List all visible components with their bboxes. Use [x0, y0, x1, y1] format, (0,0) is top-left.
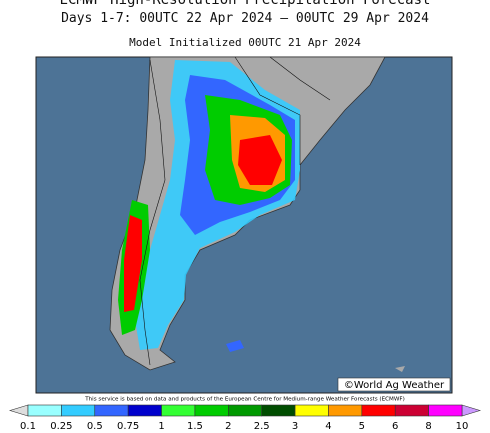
legend-swatch [428, 404, 463, 417]
legend-swatch [127, 404, 162, 417]
color-legend: 0.1 0.25 0.5 0.75 1 1.5 2 2.5 3 4 5 6 8 10 [8, 404, 482, 432]
legend-swatch [61, 404, 96, 417]
legend-label: 8 [425, 421, 431, 432]
disclaimer: This service is based on data and produc… [84, 397, 405, 403]
legend-swatch [328, 404, 363, 417]
island [395, 366, 405, 372]
legend-swatch [261, 404, 296, 417]
legend-swatch [394, 404, 429, 417]
legend-label: 0.25 [50, 421, 72, 432]
legend-swatch [294, 404, 329, 417]
credit: ©World Ag Weather [344, 380, 445, 391]
falklands [226, 340, 244, 352]
legend-label: 10 [456, 421, 469, 432]
credit-box [337, 377, 451, 392]
border-line [269, 56, 331, 101]
legend-label: 0.1 [20, 421, 36, 432]
precip-chile-red [124, 215, 142, 312]
legend-label: 6 [392, 421, 398, 432]
map: ©World Ag Weather [35, 56, 453, 394]
legend-swatch [27, 404, 62, 417]
title: ECMWF High-Resolution Precipitation Fore… [60, 0, 431, 8]
legend-label: 2.5 [254, 421, 270, 432]
legend-label: 5 [359, 421, 365, 432]
legend-label: 1 [158, 421, 164, 432]
legend-swatch [161, 404, 196, 417]
legend-label: 0.75 [117, 421, 139, 432]
legend-swatch [228, 404, 262, 417]
legend-label: 0.5 [87, 421, 103, 432]
legend-swatch [361, 404, 396, 417]
legend-label: 1.5 [187, 421, 203, 432]
legend-arrow-high [461, 404, 482, 417]
precip-red [238, 135, 282, 185]
borders [139, 56, 331, 366]
legend-swatch [94, 404, 129, 417]
legend-swatch [194, 404, 229, 417]
legend-label: 4 [325, 421, 331, 432]
subtitle: Days 1-7: 00UTC 22 Apr 2024 – 00UTC 29 A… [61, 11, 429, 26]
border-line [139, 59, 166, 366]
legend-label: 3 [292, 421, 298, 432]
initialized: Model Initialized 00UTC 21 Apr 2024 [129, 36, 361, 49]
legend-label: 2 [225, 421, 231, 432]
border-line [234, 56, 301, 165]
legend-arrow-low [8, 404, 29, 417]
